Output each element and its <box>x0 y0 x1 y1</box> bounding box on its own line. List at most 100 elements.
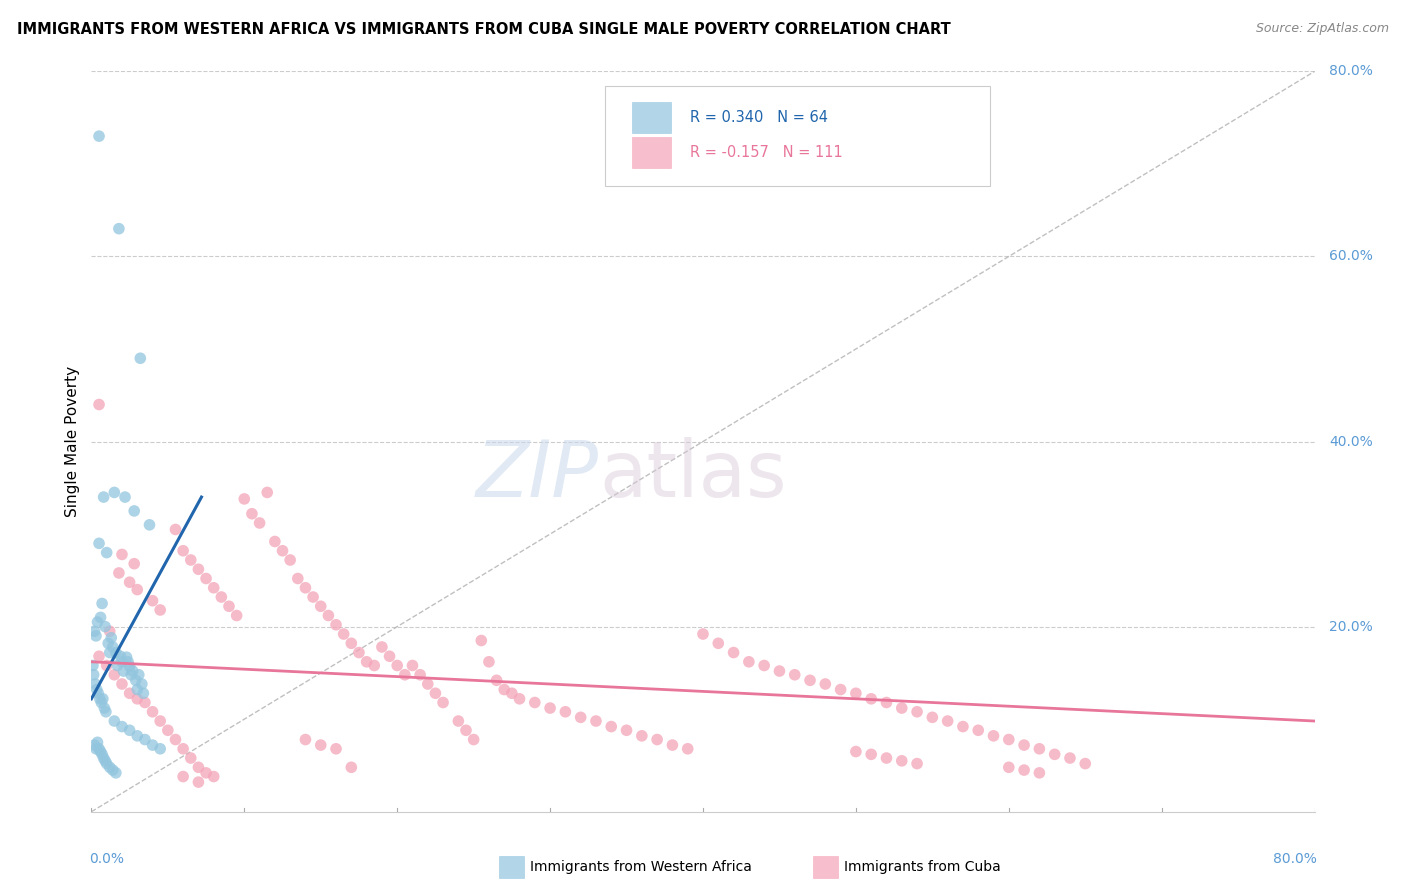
Point <box>97 636 120 650</box>
Point <box>921 710 943 724</box>
Point <box>845 686 868 700</box>
Point <box>91 691 114 706</box>
Point <box>127 582 149 597</box>
Point <box>356 655 378 669</box>
Point <box>233 491 256 506</box>
Point <box>82 658 104 673</box>
Point <box>294 581 316 595</box>
Point <box>447 714 470 728</box>
Text: Source: ZipAtlas.com: Source: ZipAtlas.com <box>1256 22 1389 36</box>
Point <box>180 751 202 765</box>
Point <box>432 696 454 710</box>
Point <box>905 756 928 771</box>
Point <box>111 677 134 691</box>
Point <box>87 397 110 411</box>
Point <box>172 543 194 558</box>
Point <box>676 741 699 756</box>
Point <box>94 705 117 719</box>
Point <box>122 557 145 571</box>
Point <box>121 664 143 678</box>
Point <box>1059 751 1081 765</box>
Point <box>89 691 111 706</box>
Point <box>998 760 1021 774</box>
Point <box>318 608 340 623</box>
Point <box>983 729 1005 743</box>
Point <box>302 590 325 604</box>
Point <box>905 705 928 719</box>
Text: 60.0%: 60.0% <box>1329 250 1374 263</box>
Point <box>149 741 172 756</box>
Point <box>84 677 107 691</box>
Point <box>172 741 194 756</box>
Point <box>385 658 409 673</box>
Point <box>363 658 385 673</box>
Point <box>585 714 607 728</box>
Point <box>332 627 354 641</box>
Point <box>104 765 127 780</box>
Point <box>118 723 141 738</box>
Point <box>83 738 105 752</box>
Point <box>94 754 117 768</box>
Point <box>131 677 153 691</box>
Point <box>860 691 883 706</box>
Point <box>218 599 240 614</box>
Point <box>1012 763 1035 777</box>
Point <box>83 624 105 639</box>
Point <box>134 696 156 710</box>
Point <box>101 640 124 654</box>
Point <box>103 667 125 681</box>
Point <box>256 485 278 500</box>
Point <box>187 775 209 789</box>
Text: Immigrants from Cuba: Immigrants from Cuba <box>844 860 1000 874</box>
Point <box>225 608 247 623</box>
Point <box>127 729 149 743</box>
Point <box>127 682 149 697</box>
Text: Immigrants from Western Africa: Immigrants from Western Africa <box>530 860 752 874</box>
Point <box>830 682 852 697</box>
Point <box>91 747 114 762</box>
Point <box>509 691 531 706</box>
Point <box>115 650 138 665</box>
Point <box>93 701 115 715</box>
Point <box>271 543 294 558</box>
Point <box>195 765 218 780</box>
Point <box>96 756 118 771</box>
Point <box>202 581 225 595</box>
Point <box>125 673 148 688</box>
Text: 80.0%: 80.0% <box>1329 64 1374 78</box>
Point <box>394 667 416 681</box>
Point <box>141 705 163 719</box>
Point <box>93 751 115 765</box>
Point <box>616 723 638 738</box>
FancyBboxPatch shape <box>633 102 671 133</box>
Point <box>108 221 131 235</box>
Point <box>209 590 232 604</box>
Point <box>90 610 112 624</box>
Point <box>340 636 363 650</box>
Point <box>180 553 202 567</box>
Point <box>187 760 209 774</box>
Point <box>538 701 561 715</box>
Point <box>416 677 439 691</box>
Point <box>309 599 332 614</box>
Point <box>799 673 821 688</box>
Point <box>112 664 135 678</box>
Point <box>165 732 187 747</box>
Point <box>156 723 179 738</box>
Point <box>998 732 1021 747</box>
Point <box>783 667 806 681</box>
Point <box>94 619 117 633</box>
Point <box>105 658 128 673</box>
Point <box>90 745 112 759</box>
Point <box>149 603 172 617</box>
Point <box>87 686 110 700</box>
Point <box>875 696 898 710</box>
Point <box>90 696 112 710</box>
Point <box>890 754 912 768</box>
Point <box>120 667 142 681</box>
Point <box>240 507 263 521</box>
Point <box>165 523 187 537</box>
Point <box>100 631 122 645</box>
Point <box>347 646 370 660</box>
Point <box>111 548 134 562</box>
